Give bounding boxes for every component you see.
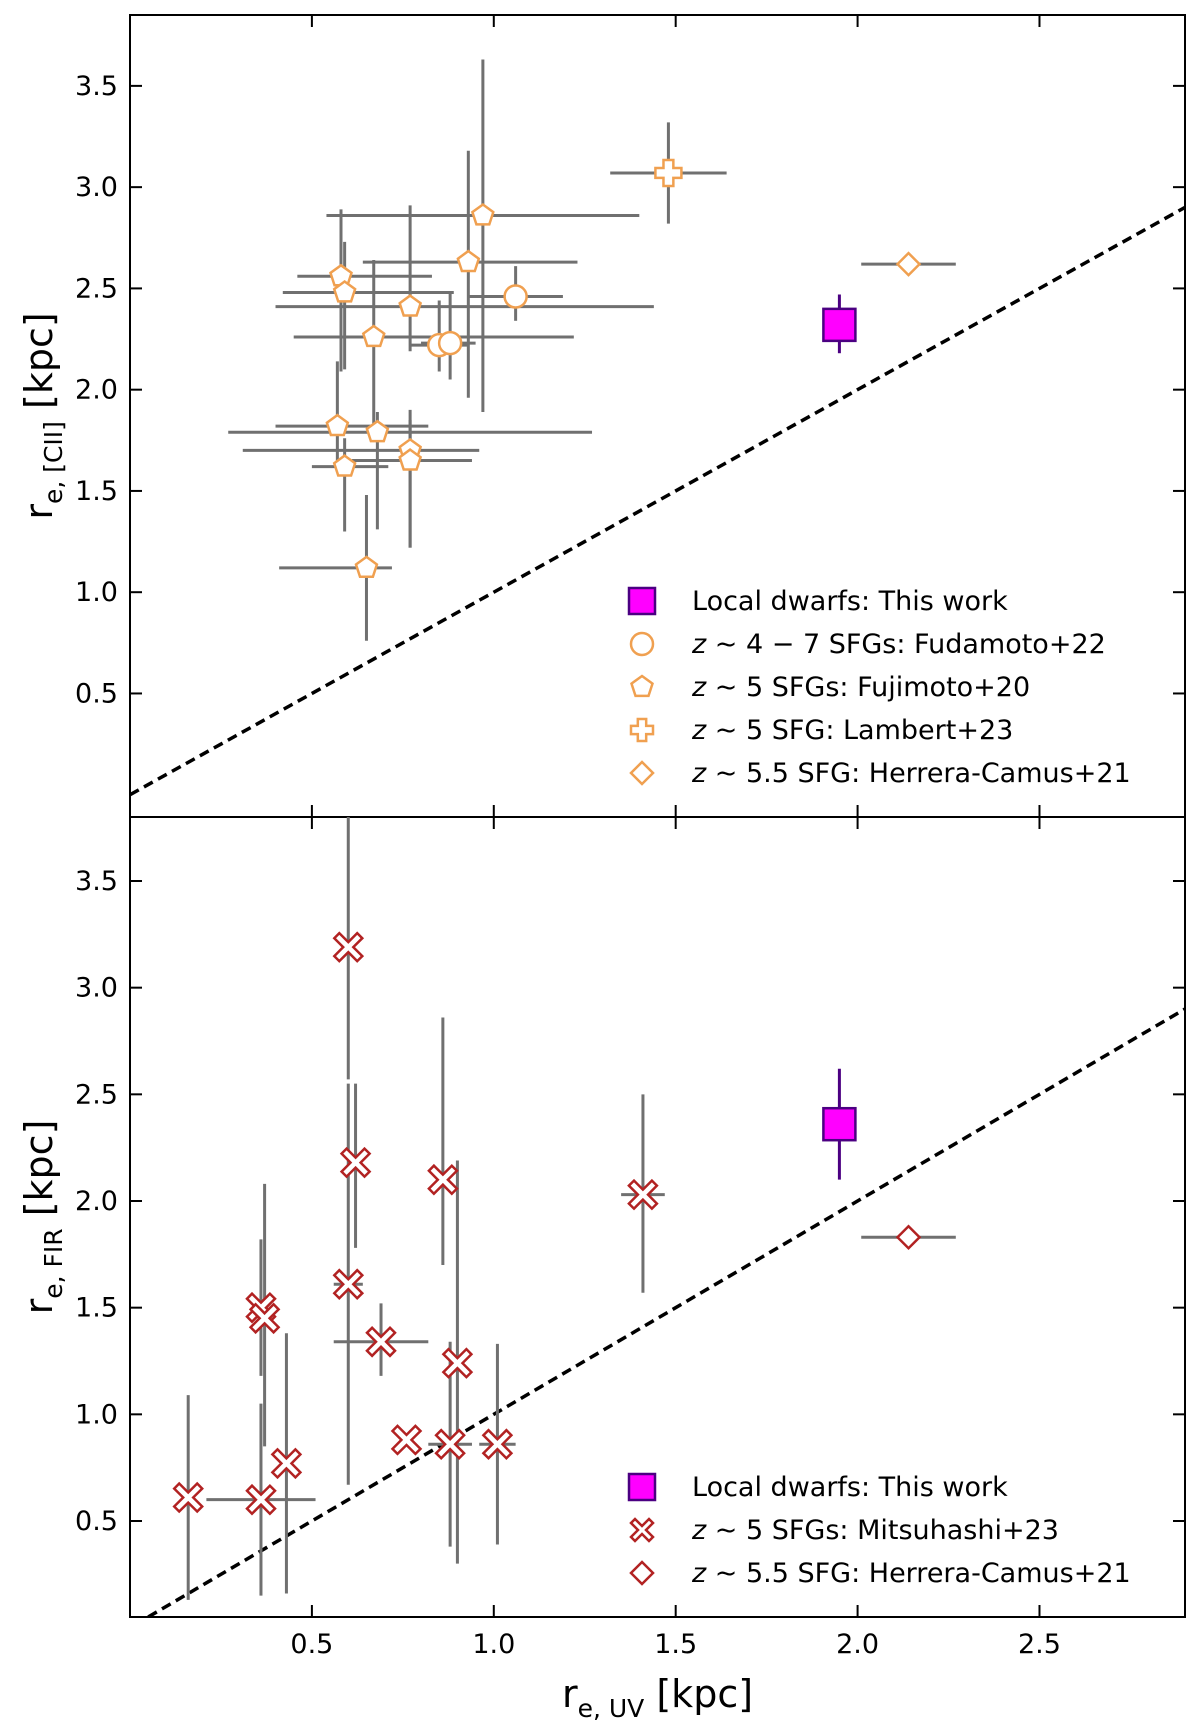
data-point-pentagon [329, 263, 353, 287]
data-point-circle [437, 330, 463, 356]
legend-label: Local dwarfs: This work [692, 1472, 1008, 1503]
y-tick-label: 2.0 [75, 1186, 118, 1217]
legend-marker [629, 717, 655, 743]
legend-marker [629, 760, 655, 786]
legend-label: z ∼ 4 − 7 SFGs: Fudamoto+22 [691, 629, 1106, 660]
data-point-x [441, 1347, 474, 1379]
data-point-pentagon [332, 279, 357, 303]
data-point-x [245, 1483, 277, 1516]
x-axis-label: re, UV [kpc] [562, 1672, 753, 1723]
y-tick-label: 3.5 [75, 866, 118, 897]
data-point-x [365, 1326, 397, 1358]
y-tick-label: 2.0 [75, 375, 118, 406]
data-point-pentagon [365, 419, 390, 443]
data-point-x [627, 1178, 659, 1211]
data-point-x [481, 1428, 514, 1460]
plot-area [147, 817, 1185, 1617]
y-axis-label: re, FIR [kpc] [17, 1120, 68, 1315]
one-to-one-line [130, 205, 1185, 797]
plot-area [130, 59, 1185, 797]
legend-label: Local dwarfs: This work [692, 586, 1008, 617]
data-point-pentagon [456, 249, 481, 273]
data-point-pentagon [332, 454, 357, 477]
data-point-square [822, 307, 857, 343]
data-point-circle [503, 284, 528, 309]
data-point-x [427, 1163, 459, 1196]
plot-frame [129, 816, 1186, 1618]
y-axis-label: re, [CII] [kpc] [17, 312, 68, 519]
data-point-x [172, 1481, 204, 1514]
y-tick-label: 1.5 [75, 1293, 118, 1324]
legend: Local dwarfs: This work z ∼ 4 − 7 SFGs: F… [627, 586, 1131, 789]
legend-marker [629, 1517, 655, 1543]
data-point-x [332, 1268, 365, 1300]
data-point-x [270, 1447, 303, 1480]
data-point-pentagon [325, 413, 350, 437]
legend-marker [630, 674, 654, 698]
y-tick-label: 0.5 [75, 1506, 118, 1537]
data-point-x [339, 1146, 372, 1179]
legend-label: z ∼ 5 SFGs: Fujimoto+20 [691, 672, 1030, 703]
legend-label: z ∼ 5.5 SFG: Herrera-Camus+21 [691, 1558, 1131, 1589]
y-tick-label: 1.5 [75, 476, 118, 507]
x-tick-label: 1.0 [472, 1629, 515, 1660]
legend: Local dwarfs: This work z ∼ 5 SFGs: Mitsu… [627, 1472, 1131, 1589]
data-point-x [332, 931, 365, 963]
legend-label: z ∼ 5 SFG: Lambert+23 [691, 715, 1013, 746]
data-point-x [390, 1424, 423, 1456]
bottom-panel: 0.5 1.0 1.5 2.0 2.5 0.5 1.0 1.5 2.0 2.5 3.0 3.5 re, … [17, 816, 1186, 1723]
data-point-pentagon [398, 294, 423, 317]
x-tick-label: 2.5 [1018, 1629, 1061, 1660]
y-tick-label: 1.0 [75, 1399, 118, 1430]
y-tick-label: 3.0 [75, 172, 118, 203]
x-tick-label: 1.5 [654, 1629, 697, 1660]
data-point-square [822, 1106, 857, 1142]
data-point-diamond [895, 251, 922, 277]
legend-label: z ∼ 5 SFGs: Mitsuhashi+23 [691, 1515, 1059, 1546]
top-panel: 0.5 1.0 1.5 2.0 2.5 3.0 3.5 re, [CII] [kpc] Loca… [17, 14, 1186, 818]
y-tick-label: 3.5 [75, 71, 118, 102]
legend-marker [627, 586, 657, 616]
legend-label: z ∼ 5.5 SFG: Herrera-Camus+21 [691, 758, 1131, 789]
data-point-pentagon [398, 448, 423, 471]
data-point-pentagon [470, 202, 495, 226]
x-tick-label: 2.0 [836, 1629, 879, 1660]
y-tick-label: 2.5 [75, 273, 118, 304]
data-point-diamond [895, 1224, 922, 1251]
legend-marker [629, 631, 655, 657]
data-point-pentagon [361, 324, 386, 348]
y-tick-label: 0.5 [75, 678, 118, 709]
one-to-one-line [147, 1007, 1185, 1617]
x-tick-label: 0.5 [290, 1629, 333, 1660]
y-tick-label: 3.0 [75, 973, 118, 1004]
data-point-x [248, 1302, 281, 1335]
y-tick-label: 2.5 [75, 1079, 118, 1110]
legend-marker [627, 1472, 657, 1502]
data-point-x [434, 1428, 466, 1460]
data-point-pentagon [354, 555, 379, 579]
y-tick-label: 1.0 [75, 577, 118, 608]
legend-marker [629, 1560, 655, 1586]
data-point-plus [654, 158, 683, 188]
